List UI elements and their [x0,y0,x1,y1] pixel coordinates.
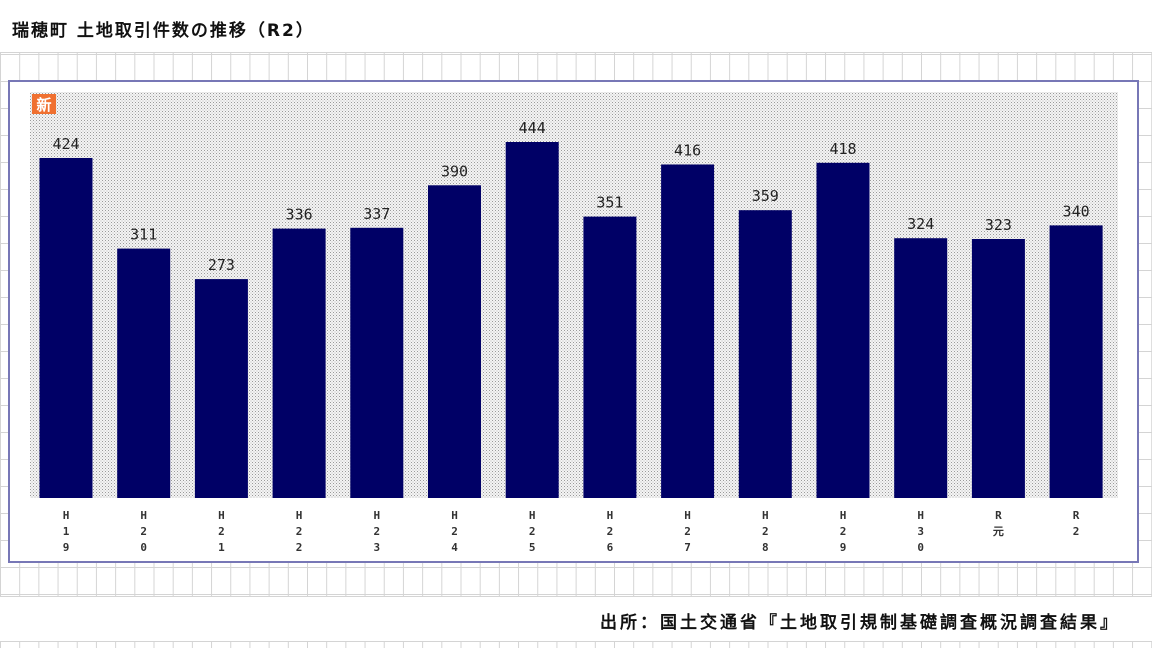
tick-label-H27-0: H [684,509,691,522]
tick-label-H26-2: 6 [607,541,614,554]
tick-label-H24-2: 4 [451,541,458,554]
tick-label-H25-1: 2 [529,525,536,538]
value-label-H28: 359 [752,187,779,205]
tick-label-H20-1: 2 [140,525,147,538]
tick-label-H29-0: H [840,509,847,522]
value-label-H25: 444 [519,119,546,137]
tick-label-H23-2: 3 [373,541,380,554]
tick-label-H30-1: 3 [917,525,924,538]
bar-H27 [661,164,715,498]
tick-label-H30-2: 0 [917,541,924,554]
tick-label-R元-1: 元 [993,525,1004,538]
chart-title: 瑞穂町 土地取引件数の推移（R2） [12,21,315,41]
tick-label-R2-1: 2 [1073,525,1080,538]
bar-H26 [583,216,637,498]
tick-label-H26-0: H [607,509,614,522]
tick-label-H28-2: 8 [762,541,769,554]
bar-H19 [39,158,93,498]
tick-label-H21-0: H [218,509,225,522]
plot-area [30,92,1118,498]
tick-label-H20-2: 0 [140,541,147,554]
tick-label-H27-1: 2 [684,525,691,538]
bar-H20 [117,248,171,498]
value-label-H22: 336 [286,206,313,224]
title-band: 瑞穂町 土地取引件数の推移（R2） [0,0,1152,53]
value-label-H23: 337 [363,205,390,223]
bar-H24 [428,185,481,499]
new-badge-text: 新 [36,96,51,114]
tick-label-H26-1: 2 [607,525,614,538]
tick-label-H30-0: H [917,509,924,522]
tick-label-H27-2: 7 [684,541,691,554]
tick-label-H20-0: H [140,509,147,522]
bar-R2 [1049,225,1103,498]
tick-label-H29-2: 9 [840,541,847,554]
tick-label-H29-1: 2 [840,525,847,538]
tick-label-H28-1: 2 [762,525,769,538]
bar-H29 [816,162,870,499]
bar-H25 [505,142,559,498]
bar-R元 [971,239,1025,498]
value-label-H30: 324 [907,215,934,233]
tick-label-H19-2: 9 [63,541,70,554]
tick-label-H25-0: H [529,509,536,522]
tick-label-H25-2: 5 [529,541,536,554]
value-label-R2: 340 [1063,202,1090,220]
value-label-H27: 416 [674,142,701,160]
tick-label-H19-0: H [63,509,70,522]
source-band: 出所：国土交通省『土地取引規制基礎調査概況調査結果』 [0,596,1152,642]
tick-label-H22-1: 2 [296,525,303,538]
tick-label-H21-1: 2 [218,525,225,538]
value-label-H20: 311 [130,226,157,244]
bar-H30 [894,238,948,498]
tick-label-H23-1: 2 [373,525,380,538]
bar-H23 [350,227,404,499]
tick-label-H24-0: H [451,509,458,522]
bar-H28 [738,210,792,498]
tick-label-R2-0: R [1073,509,1080,522]
bar-H21 [194,279,248,498]
tick-label-R元-0: R [995,509,1002,522]
tick-label-H21-2: 1 [218,541,225,554]
tick-label-H23-0: H [373,509,380,522]
tick-label-H22-0: H [296,509,303,522]
tick-label-H22-2: 2 [296,541,303,554]
value-label-H24: 390 [441,162,468,180]
value-label-R元: 323 [985,216,1012,234]
tick-label-H24-1: 2 [451,525,458,538]
new-badge: 新 [32,94,56,114]
bar-H22 [272,228,326,498]
tick-label-H28-0: H [762,509,769,522]
source-note: 出所：国土交通省『土地取引規制基礎調査概況調査結果』 [600,613,1120,633]
value-label-H26: 351 [596,194,623,212]
value-label-H29: 418 [829,140,856,158]
tick-label-H19-1: 1 [63,525,70,538]
value-label-H19: 424 [52,135,79,153]
value-label-H21: 273 [208,256,235,274]
